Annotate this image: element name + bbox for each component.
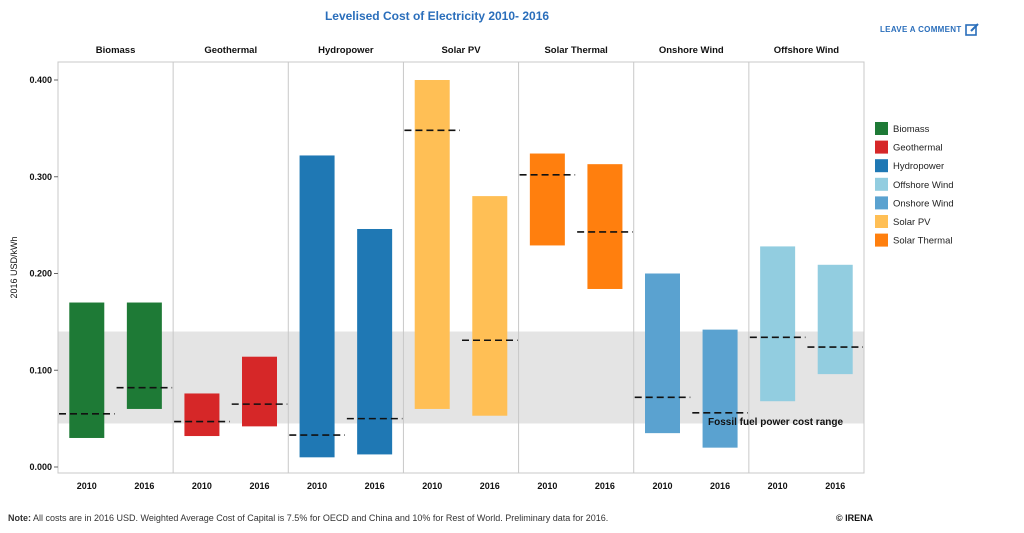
x-tick-label: 2010 — [652, 481, 672, 491]
legend-swatch — [875, 177, 888, 191]
legend-label: Hydropower — [893, 161, 944, 172]
range-bar — [126, 302, 162, 409]
fossil-range-band — [58, 331, 864, 424]
range-bar — [645, 273, 680, 434]
x-tick-label: 2010 — [307, 481, 327, 491]
y-tick-label: 0.000 — [29, 462, 52, 472]
legend-swatch — [875, 122, 888, 135]
legend-label: Onshore Wind — [893, 198, 954, 209]
x-tick-label: 2016 — [710, 481, 730, 491]
range-bar — [69, 302, 105, 438]
panel-label-onshore-wind: Onshore Wind — [659, 45, 724, 56]
footnote-text: All costs are in 2016 USD. Weighted Aver… — [31, 513, 609, 523]
x-tick-label: 2010 — [192, 481, 212, 491]
range-bar — [472, 196, 508, 416]
range-bar — [587, 164, 623, 289]
legend-label: Offshore Wind — [893, 180, 954, 191]
range-bar — [414, 80, 450, 409]
footnote-prefix: Note: — [8, 513, 31, 523]
footnote: Note: All costs are in 2016 USD. Weighte… — [8, 513, 608, 523]
range-bar — [299, 155, 335, 458]
panel-label-biomass: Biomass — [96, 45, 136, 56]
range-bar — [529, 153, 565, 246]
fossil-range-label: Fossil fuel power cost range — [708, 417, 843, 428]
x-tick-label: 2016 — [825, 481, 845, 491]
x-tick-label: 2016 — [365, 481, 385, 491]
chart-title: Levelised Cost of Electricity 2010- 2016 — [325, 9, 549, 23]
copyright: © IRENA — [836, 513, 874, 523]
legend-swatch — [875, 196, 888, 210]
legend-swatch — [875, 233, 888, 247]
leave-comment-link[interactable]: LEAVE A COMMENT — [880, 22, 980, 37]
x-tick-label: 2010 — [422, 481, 442, 491]
y-tick-label: 0.300 — [29, 172, 52, 182]
y-tick-label: 0.100 — [29, 365, 52, 375]
legend-label: Solar PV — [893, 217, 931, 228]
x-tick-label: 2010 — [537, 481, 557, 491]
legend-swatch — [875, 159, 888, 173]
x-tick-label: 2010 — [768, 481, 788, 491]
panel-label-hydropower: Hydropower — [318, 45, 374, 56]
range-bar — [242, 356, 277, 427]
x-tick-label: 2016 — [249, 481, 269, 491]
x-tick-label: 2016 — [595, 481, 615, 491]
range-bar — [702, 329, 738, 448]
y-tick-label: 0.200 — [29, 269, 52, 279]
panel-label-geothermal: Geothermal — [204, 45, 257, 56]
legend-label: Biomass — [893, 124, 930, 135]
range-bar — [817, 264, 853, 375]
leave-comment-label: LEAVE A COMMENT — [880, 25, 962, 34]
x-tick-label: 2016 — [134, 481, 154, 491]
panel-label-solar-pv: Solar PV — [441, 45, 481, 56]
range-bar — [184, 393, 220, 437]
edit-icon — [964, 23, 979, 36]
range-bar — [357, 228, 393, 455]
legend-label: Solar Thermal — [893, 236, 953, 247]
legend-swatch — [875, 140, 888, 154]
y-tick-label: 0.400 — [29, 75, 52, 85]
panel-label-offshore-wind: Offshore Wind — [774, 45, 840, 56]
y-axis-title: 2016 USD/kWh — [9, 236, 19, 298]
x-tick-label: 2010 — [77, 481, 97, 491]
range-bar — [760, 246, 796, 402]
panel-label-solar-thermal: Solar Thermal — [544, 45, 607, 56]
legend-swatch — [875, 215, 888, 228]
x-tick-label: 2016 — [480, 481, 500, 491]
legend-label: Geothermal — [893, 143, 943, 154]
